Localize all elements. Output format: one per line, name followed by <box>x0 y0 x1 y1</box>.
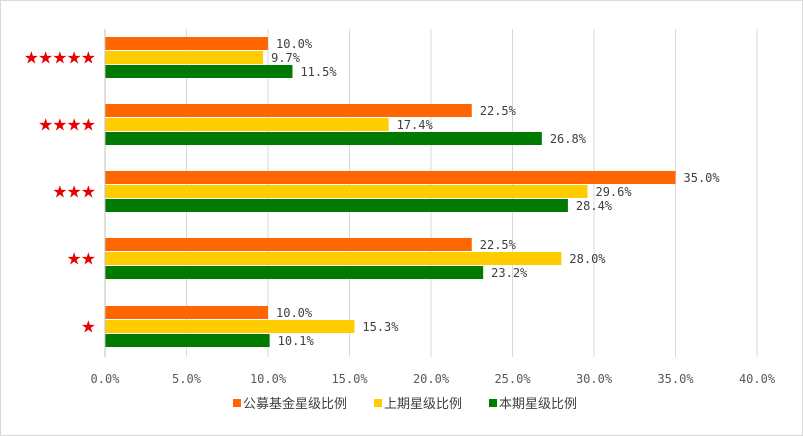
category-star-label: ★ <box>81 318 96 338</box>
x-tick-label: 5.0% <box>172 372 202 386</box>
data-labels-layer: 10.0%9.7%11.5%22.5%17.4%26.8%35.0%29.6%2… <box>271 37 720 348</box>
category-star-label: ★★★★ <box>38 116 96 136</box>
legend-label: 上期星级比例 <box>384 397 462 412</box>
x-tick-label: 25.0% <box>494 372 531 386</box>
data-label: 17.4% <box>397 118 434 132</box>
bar <box>105 238 472 251</box>
bar <box>105 132 542 145</box>
data-label: 28.0% <box>569 252 606 266</box>
legend-label: 公募基金星级比例 <box>243 396 347 412</box>
data-label: 35.0% <box>684 171 721 185</box>
category-star-label: ★★★★★ <box>24 49 96 69</box>
data-label: 15.3% <box>362 320 399 334</box>
x-tick-label: 35.0% <box>657 372 694 386</box>
bar <box>105 118 389 131</box>
legend-swatch <box>233 399 241 407</box>
bar <box>105 185 588 198</box>
data-label: 23.2% <box>491 266 528 280</box>
data-label: 10.0% <box>276 37 313 51</box>
x-tick-label: 20.0% <box>413 372 450 386</box>
x-tick-label: 15.0% <box>331 372 368 386</box>
legend-swatch <box>374 399 382 407</box>
legend: 公募基金星级比例 上期星级比例 本期星级比例 <box>233 396 577 412</box>
x-tick-label: 30.0% <box>576 372 613 386</box>
legend-label: 本期星级比例 <box>499 397 577 412</box>
data-label: 28.4% <box>576 199 613 213</box>
data-label: 9.7% <box>271 51 301 65</box>
bar <box>105 334 270 347</box>
data-label: 22.5% <box>480 238 517 252</box>
category-star-label: ★★ <box>67 250 96 270</box>
bar <box>105 171 676 184</box>
data-label: 29.6% <box>595 185 632 199</box>
bar <box>105 199 568 212</box>
bar <box>105 104 472 117</box>
bar <box>105 266 484 279</box>
data-label: 10.1% <box>278 334 315 348</box>
bar <box>105 65 293 78</box>
bar <box>105 51 264 64</box>
data-label: 26.8% <box>550 132 587 146</box>
bar <box>105 37 268 50</box>
axis-layer: 0.0% 5.0% 10.0% 15.0% 20.0% 25.0% 30.0% 35.0% 40… <box>24 29 776 386</box>
legend-swatch <box>489 399 497 407</box>
data-label: 11.5% <box>300 65 337 79</box>
bar <box>105 320 355 333</box>
bars-layer <box>105 37 676 347</box>
category-star-label: ★★★ <box>52 183 95 203</box>
bar <box>105 306 268 319</box>
x-tick-label: 0.0% <box>91 372 121 386</box>
data-label: 22.5% <box>480 104 517 118</box>
x-tick-label: 10.0% <box>250 372 287 386</box>
data-label: 10.0% <box>276 306 313 320</box>
bar <box>105 252 562 265</box>
x-tick-label: 40.0% <box>739 372 776 386</box>
